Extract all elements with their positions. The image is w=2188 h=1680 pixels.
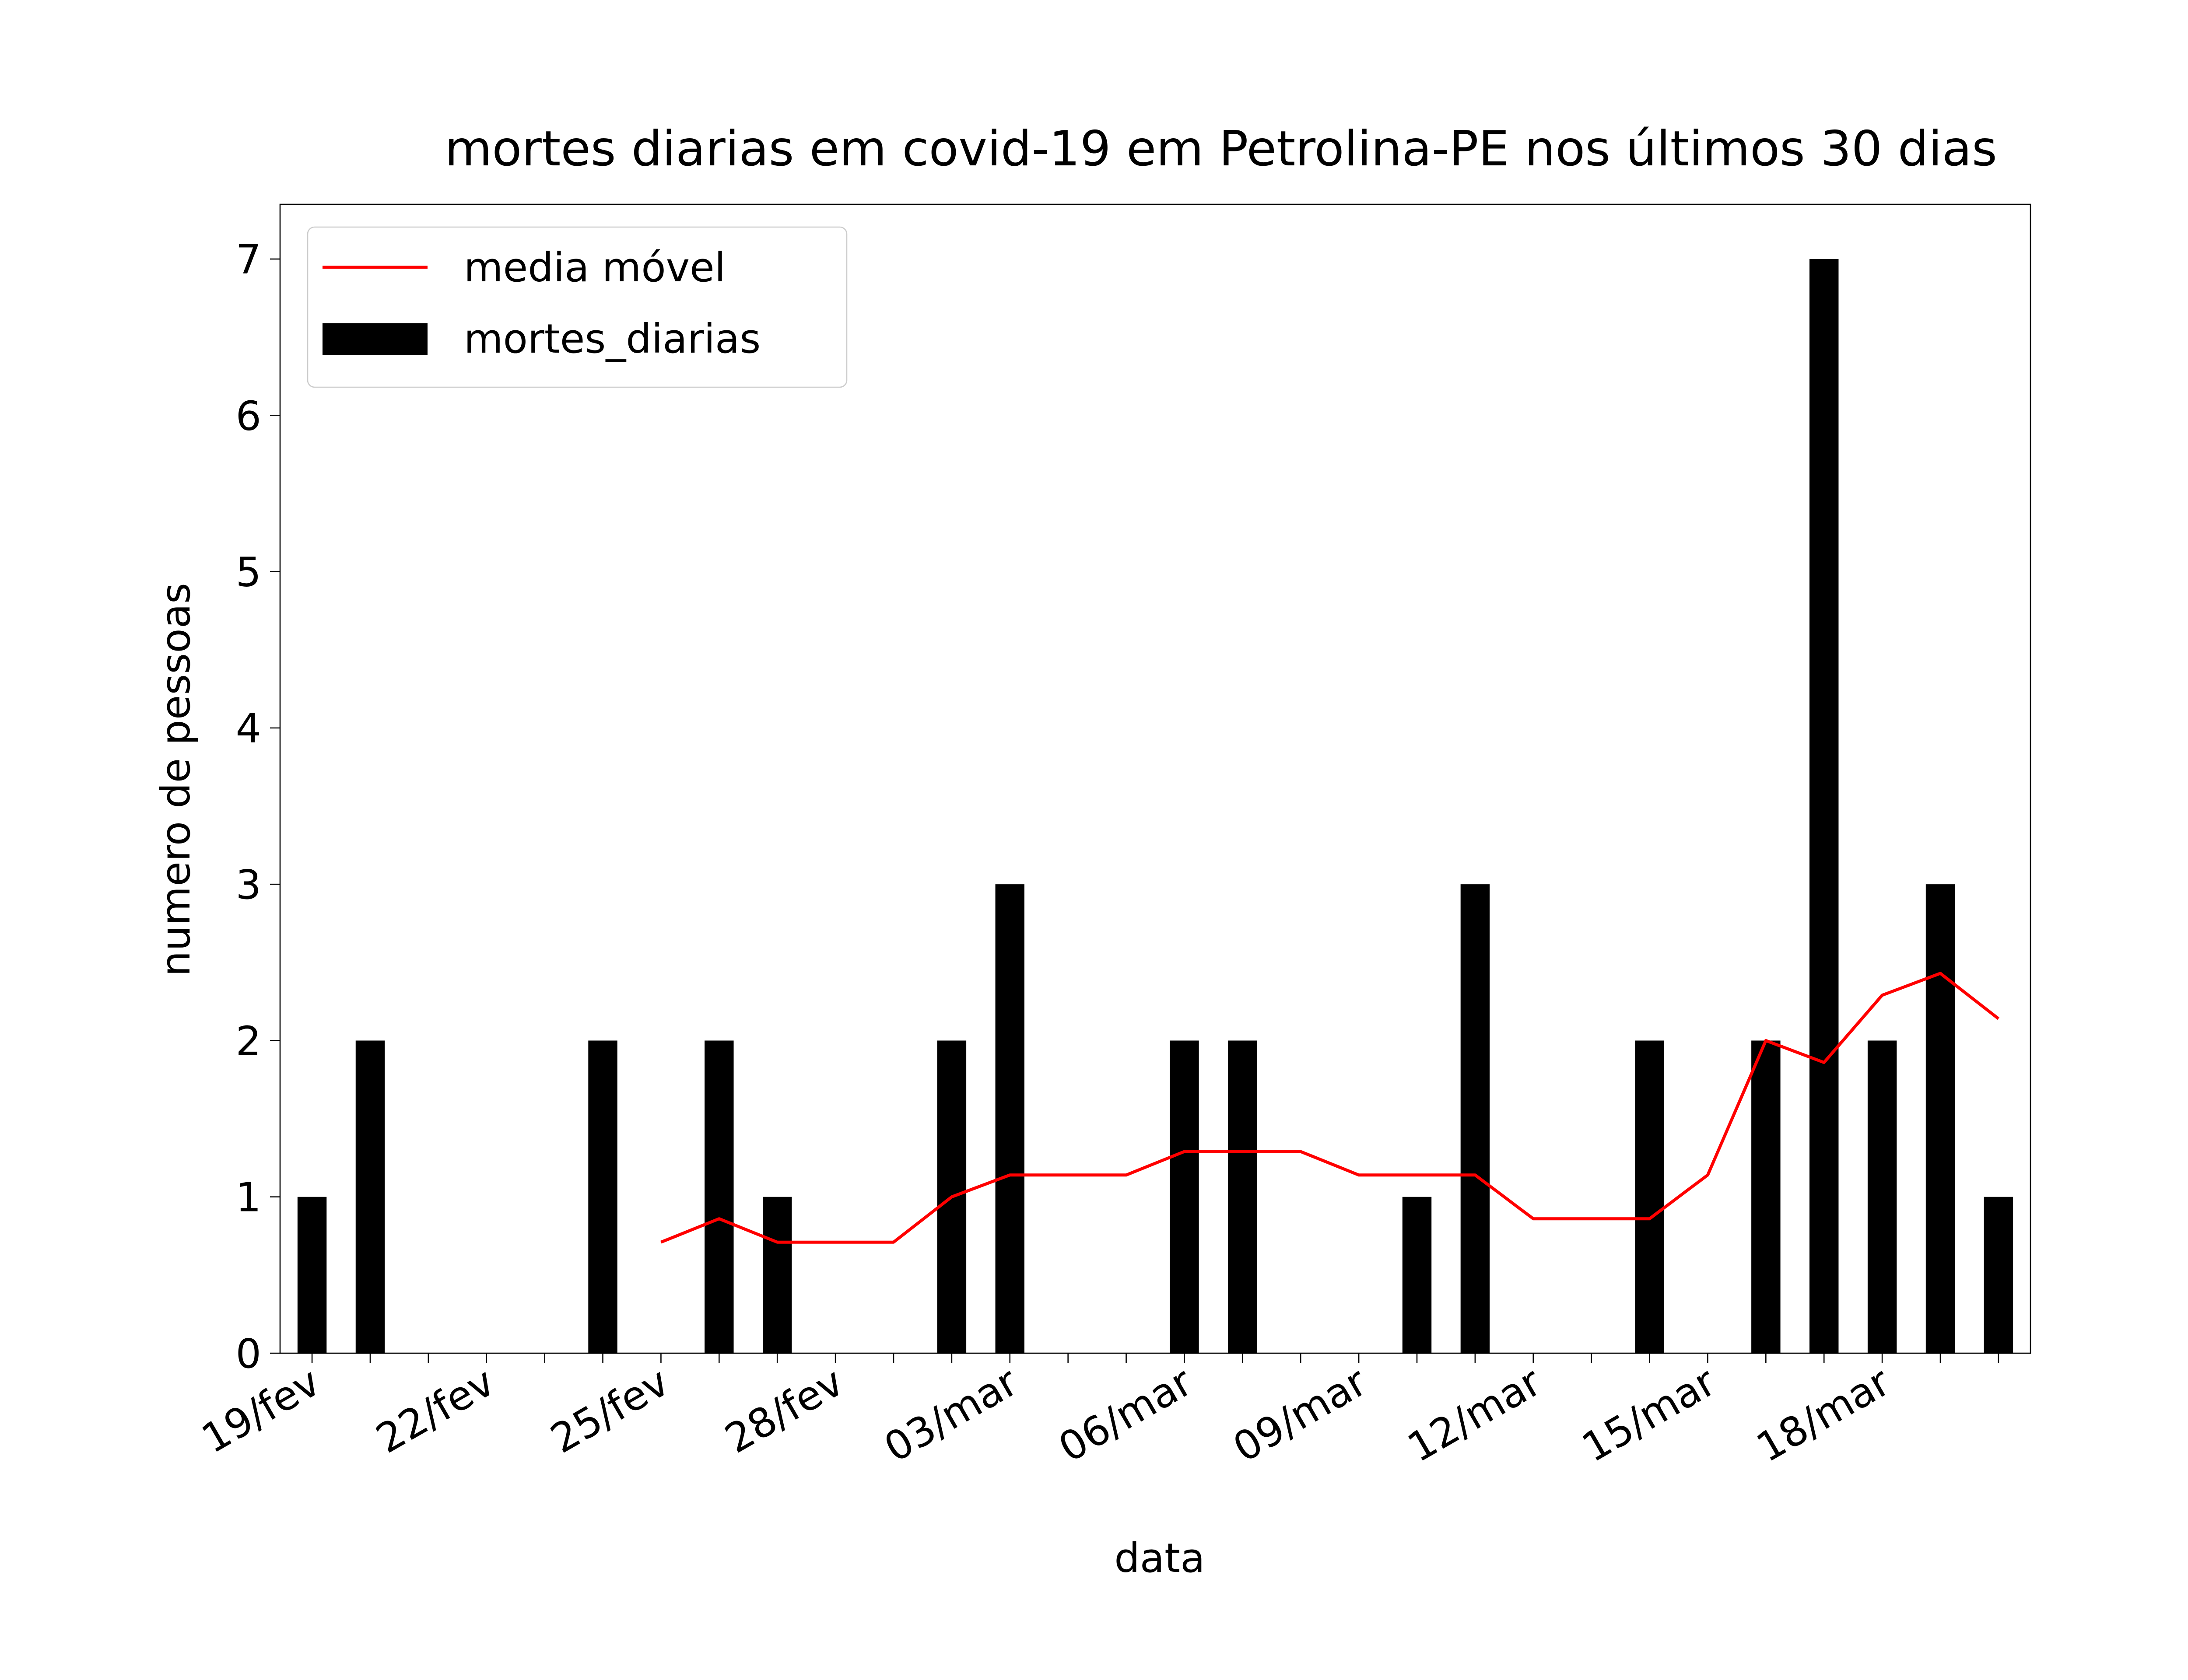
bar-20/fev [355,1040,385,1353]
bar-27/fev [762,1197,792,1353]
legend: media móvel mortes_diarias [307,226,848,388]
y-tick-label: 3 [235,861,261,908]
legend-bar-swatch [323,323,428,355]
bar-16/mar [1751,1040,1781,1353]
bar-14/mar [1635,1040,1664,1353]
bars-layer [297,259,2013,1353]
bar-06/mar [1170,1040,1199,1353]
y-tick-label: 1 [235,1174,261,1221]
y-axis-label: numero de pessoas [152,583,199,976]
bar-03/mar [995,884,1024,1353]
bar-18/mar [1867,1040,1897,1353]
bar-24/fev [588,1040,617,1353]
y-tick-label: 2 [235,1018,261,1064]
y-tick-label: 0 [235,1330,261,1377]
bar-11/mar [1460,884,1490,1353]
bar-17/mar [1809,259,1839,1353]
x-axis-label: data [1114,1535,1205,1582]
legend-box [307,226,848,388]
bar-19/mar [1925,884,1955,1353]
bar-19/fev [297,1197,327,1353]
y-axis: 0 1 2 3 4 5 6 7 [235,236,280,1377]
bar-20/mar [1984,1197,2013,1353]
y-tick-label: 7 [235,236,261,283]
y-tick-label: 4 [235,705,261,752]
y-tick-label: 6 [235,392,261,439]
bar-07/mar [1228,1040,1257,1353]
media-movel-line [660,972,2000,1244]
legend-label-mortes-diarias: mortes_diarias [464,315,761,362]
legend-label-media-movel: media móvel [464,244,726,291]
y-tick-label: 5 [235,549,261,596]
bar-10/mar [1402,1197,1432,1353]
bar-26/fev [705,1040,734,1353]
chart-title: mortes diarias em covid-19 em Petrolina-… [445,121,1997,177]
line-layer [660,972,2000,1244]
plot-frame [279,203,2031,1354]
